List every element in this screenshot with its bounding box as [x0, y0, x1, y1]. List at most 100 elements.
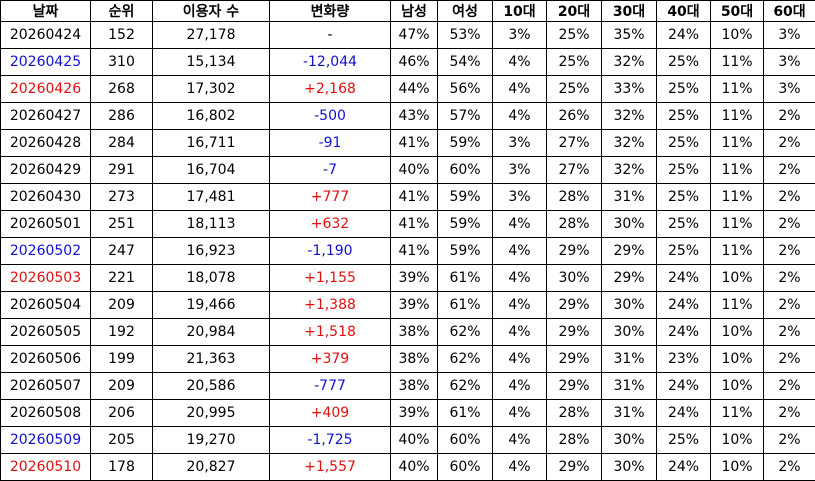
table-cell: 19,270	[152, 426, 270, 454]
column-header: 여성	[437, 0, 493, 22]
table-cell: -1,190	[269, 237, 391, 265]
table-cell: 20,586	[152, 372, 270, 400]
table-cell: 24%	[656, 399, 711, 427]
table-cell: 29%	[546, 453, 602, 481]
table-cell: 4%	[492, 264, 547, 292]
table-cell: 4%	[492, 345, 547, 373]
table-cell: -500	[269, 102, 391, 130]
table-cell: 60%	[437, 453, 493, 481]
table-row: 20260425 310 15,134 -12,044 46% 54% 4% 25% 32% 25…	[0, 48, 815, 76]
table-cell: 284	[90, 129, 153, 157]
table-cell: 20260508	[0, 399, 91, 427]
table-cell: 10%	[710, 426, 764, 454]
column-header: 50대	[710, 0, 764, 22]
table-cell: 291	[90, 156, 153, 184]
table-cell: 4%	[492, 210, 547, 238]
table-cell: 2%	[763, 291, 815, 319]
table-cell: 31%	[601, 183, 657, 211]
table-cell: 2%	[763, 183, 815, 211]
table-cell: 3%	[763, 48, 815, 76]
table-cell: 59%	[437, 183, 493, 211]
table-cell: 41%	[390, 210, 438, 238]
table-cell: 29%	[546, 345, 602, 373]
table-cell: 19,466	[152, 291, 270, 319]
table-cell: 31%	[601, 399, 657, 427]
table-cell: 33%	[601, 75, 657, 103]
table-cell: 10%	[710, 21, 764, 49]
table-cell: +379	[269, 345, 391, 373]
column-header: 순위	[90, 0, 153, 22]
table-cell: 28%	[546, 183, 602, 211]
header-row: 날짜 순위 이용자 수 변화량 남성 여성 10대 20대 30대 40대 50대 60대	[0, 0, 815, 22]
column-header: 30대	[601, 0, 657, 22]
table-cell: 20260506	[0, 345, 91, 373]
table-cell: 32%	[601, 102, 657, 130]
table-cell: 2%	[763, 264, 815, 292]
table-cell: 20260428	[0, 129, 91, 157]
table-cell: 206	[90, 399, 153, 427]
table-cell: +1,155	[269, 264, 391, 292]
table-cell: -	[269, 21, 391, 49]
table-cell: +1,518	[269, 318, 391, 346]
table-cell: 192	[90, 318, 153, 346]
table-cell: 38%	[390, 318, 438, 346]
table-cell: 4%	[492, 291, 547, 319]
column-header: 변화량	[269, 0, 391, 22]
table-cell: 18,078	[152, 264, 270, 292]
table-cell: 205	[90, 426, 153, 454]
table-cell: 39%	[390, 291, 438, 319]
table-cell: 16,711	[152, 129, 270, 157]
table-cell: 152	[90, 21, 153, 49]
table-cell: 29%	[546, 318, 602, 346]
table-cell: 11%	[710, 156, 764, 184]
table-cell: 20,827	[152, 453, 270, 481]
table-cell: 10%	[710, 318, 764, 346]
table-cell: 39%	[390, 399, 438, 427]
table-cell: 41%	[390, 129, 438, 157]
table-row: 20260502 247 16,923 -1,190 41% 59% 4% 29% 29% 25%…	[0, 237, 815, 265]
column-header: 20대	[546, 0, 602, 22]
column-header: 남성	[390, 0, 438, 22]
table-cell: 25%	[656, 102, 711, 130]
table-cell: 20260424	[0, 21, 91, 49]
table-cell: 20260501	[0, 210, 91, 238]
table-cell: -91	[269, 129, 391, 157]
column-header: 날짜	[0, 0, 91, 22]
table-cell: 221	[90, 264, 153, 292]
table-cell: 30%	[601, 453, 657, 481]
table-cell: 25%	[656, 237, 711, 265]
table-cell: 32%	[601, 48, 657, 76]
table-cell: 10%	[710, 345, 764, 373]
table-cell: 62%	[437, 372, 493, 400]
table-cell: 24%	[656, 291, 711, 319]
table-cell: +409	[269, 399, 391, 427]
table-cell: 59%	[437, 237, 493, 265]
column-header: 40대	[656, 0, 711, 22]
table-cell: 23%	[656, 345, 711, 373]
table-cell: 2%	[763, 156, 815, 184]
table-cell: 57%	[437, 102, 493, 130]
table-cell: 16,923	[152, 237, 270, 265]
table-cell: 11%	[710, 75, 764, 103]
table-cell: 25%	[546, 48, 602, 76]
table-cell: 32%	[601, 129, 657, 157]
table-cell: 28%	[546, 210, 602, 238]
table-cell: 2%	[763, 399, 815, 427]
table-cell: 24%	[656, 21, 711, 49]
table-cell: 40%	[390, 156, 438, 184]
table-cell: -1,725	[269, 426, 391, 454]
table-row: 20260428 284 16,711 -91 41% 59% 3% 27% 32% 25% 11%…	[0, 129, 815, 157]
table-cell: +1,557	[269, 453, 391, 481]
table-cell: 2%	[763, 426, 815, 454]
column-header: 이용자 수	[152, 0, 270, 22]
table-cell: 2%	[763, 237, 815, 265]
column-header: 10대	[492, 0, 547, 22]
table-cell: 29%	[546, 372, 602, 400]
table-cell: 3%	[492, 129, 547, 157]
table-cell: 30%	[601, 291, 657, 319]
table-cell: 29%	[546, 237, 602, 265]
table-cell: 29%	[601, 264, 657, 292]
table-cell: 25%	[656, 183, 711, 211]
table-cell: 47%	[390, 21, 438, 49]
table-cell: 2%	[763, 372, 815, 400]
